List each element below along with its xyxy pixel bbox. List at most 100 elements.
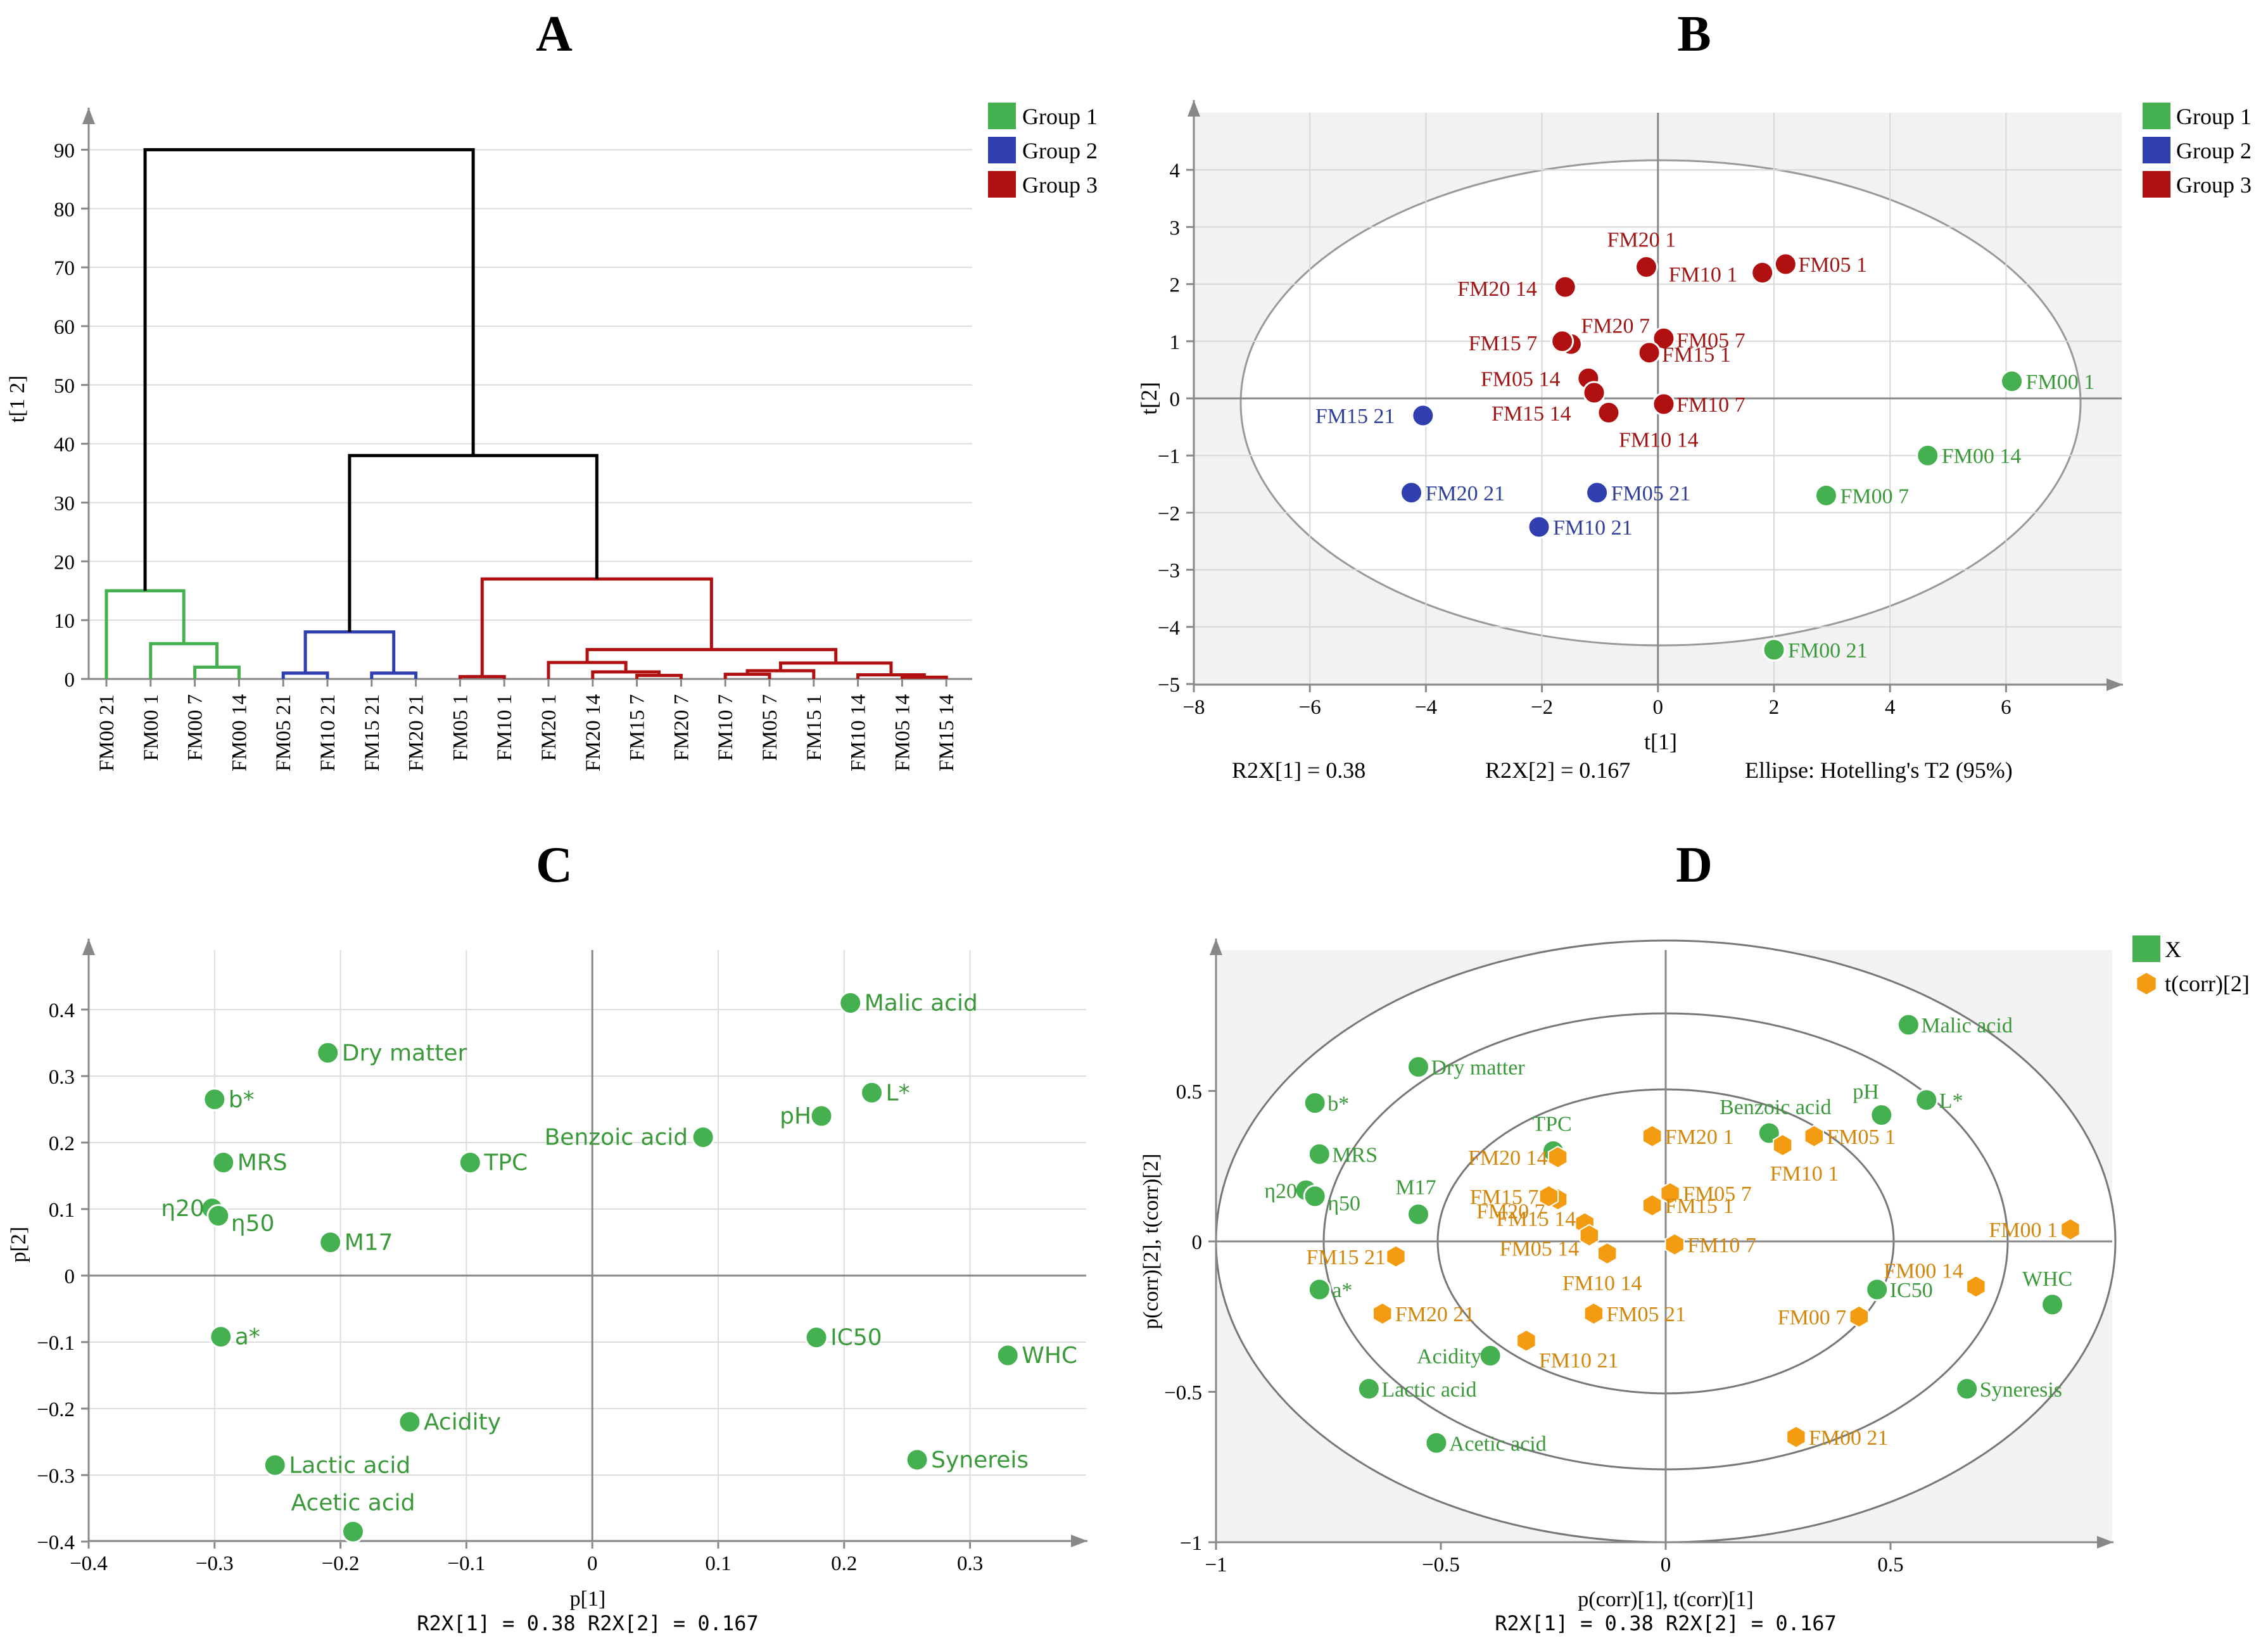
loading-point <box>691 1125 715 1150</box>
variable-label: M17 <box>1395 1176 1436 1199</box>
variable-point <box>1407 1055 1430 1079</box>
footer-r2x: R2X[1] = 0.38 R2X[2] = 0.167 <box>1495 1611 1836 1635</box>
score-hexagon <box>1772 1133 1793 1157</box>
loading-point <box>316 1041 340 1065</box>
point-label: Synereis <box>931 1447 1029 1473</box>
footer-r2x: R2X[1] = 0.38 R2X[2] = 0.167 <box>417 1611 758 1635</box>
variable-label: Lactic acid <box>1381 1378 1476 1402</box>
score-label: FM05 7 <box>1683 1182 1752 1206</box>
variable-label: IC50 <box>1890 1279 1933 1302</box>
score-point <box>1773 252 1797 276</box>
x-tick-label: −0.3 <box>196 1552 234 1575</box>
point-label: Benzoic acid <box>545 1125 688 1151</box>
y-tick-label: 0.3 <box>49 1066 75 1089</box>
score-hexagon <box>1547 1145 1568 1169</box>
loading-point <box>905 1448 929 1472</box>
loading-point <box>212 1151 236 1174</box>
dendrogram-panel-a: 0 10 20 30 40 50 60 70 80 90 t[1 2] FM00 21 FM00 1 FM… <box>6 103 1098 771</box>
score-label: FM05 1 <box>1827 1125 1896 1149</box>
score-label: FM20 7 <box>1476 1200 1545 1224</box>
x-tick-label: 6 <box>2001 696 2011 719</box>
point-label: FM20 14 <box>1457 277 1537 301</box>
leaf-label: FM15 14 <box>935 694 958 771</box>
point-label: MRS <box>238 1150 288 1176</box>
x-tick-label: 4 <box>1885 696 1896 719</box>
point-label: FM10 14 <box>1619 429 1699 452</box>
leaf-label: FM00 21 <box>96 694 118 771</box>
leaf-label: FM20 14 <box>582 694 605 771</box>
x-tick-label: 2 <box>1769 696 1780 719</box>
y-tick-label: −0.3 <box>37 1465 75 1488</box>
legend-label: Group 2 <box>2176 138 2252 163</box>
y-tick-label: −0.2 <box>37 1398 75 1421</box>
loading-point <box>206 1204 231 1227</box>
legend-swatch <box>2143 171 2170 198</box>
leaf-label: FM20 1 <box>538 694 561 761</box>
legend-swatch <box>2143 137 2170 163</box>
point-label: pH <box>780 1103 811 1129</box>
y-tick-label: 70 <box>54 257 75 280</box>
panel-d-title: D <box>1676 837 1713 893</box>
x-axis-head <box>2097 1536 2113 1549</box>
y-tick-label: −2 <box>1158 502 1180 525</box>
score-hexagon <box>1386 1245 1406 1268</box>
score-point <box>1652 326 1676 350</box>
legend-label: Group 3 <box>1022 172 1098 198</box>
loading-plot-panel-c: −0.4 −0.3 −0.2 −0.1 0 0.1 0.2 0.3 −0.4 −0.3 −0.2 −0… <box>7 939 1087 1635</box>
legend-label: Group 3 <box>2176 172 2252 198</box>
score-hexagon <box>1804 1124 1824 1148</box>
score-point <box>1550 329 1574 353</box>
x-tick-label: 0 <box>1653 696 1664 719</box>
point-label: FM00 1 <box>2026 371 2095 394</box>
variable-point <box>1478 1344 1502 1367</box>
point-label: L* <box>886 1080 910 1106</box>
variable-label: Malic acid <box>1921 1014 2012 1037</box>
score-label: FM00 14 <box>1884 1259 1963 1283</box>
variable-point <box>1407 1202 1430 1226</box>
score-label: FM15 21 <box>1306 1246 1386 1269</box>
x-tick-label: −6 <box>1299 696 1321 719</box>
variable-label: b* <box>1327 1093 1349 1116</box>
x-tick-label: −8 <box>1182 696 1205 719</box>
point-label: FM00 14 <box>1942 445 2022 468</box>
score-hexagon <box>1516 1329 1536 1352</box>
score-hexagon <box>1597 1241 1618 1265</box>
variable-point <box>1955 1377 1979 1401</box>
x-tick-label: 0.5 <box>1877 1554 1903 1576</box>
biplot-panel-d: −1 −0.5 0 0.5 −1 −0.5 0 0.5 p(corr)[1], t(corr)[… <box>1139 935 2250 1635</box>
plot-area <box>89 950 1086 1541</box>
score-hexagon <box>1642 1124 1663 1148</box>
point-label: FM10 21 <box>1553 516 1633 540</box>
dendrogram-link <box>900 675 948 679</box>
score-label: FM05 14 <box>1500 1238 1580 1261</box>
point-label: FM15 7 <box>1469 332 1538 355</box>
score-point <box>1553 275 1577 299</box>
point-label: FM00 21 <box>1788 639 1868 662</box>
variable-point <box>1307 1142 1331 1166</box>
y-tick-label: −0.1 <box>37 1332 75 1355</box>
x-tick-label: −0.2 <box>322 1552 360 1575</box>
y-tick-label: 0 <box>65 1265 75 1288</box>
panel-c-title: C <box>536 837 573 893</box>
leaf-label: FM15 1 <box>803 694 826 761</box>
point-label: η50 <box>231 1211 275 1237</box>
y-axis-head <box>82 108 95 124</box>
point-label: FM00 7 <box>1840 485 1909 508</box>
variable-label: WHC <box>2022 1267 2072 1291</box>
point-label: FM05 7 <box>1676 329 1745 352</box>
variable-point <box>1357 1377 1381 1401</box>
loading-point <box>860 1081 884 1105</box>
x-axis-head <box>1071 1535 1087 1547</box>
point-label: Acetic acid <box>291 1490 415 1516</box>
variable-point <box>2041 1293 2065 1317</box>
variable-point <box>1303 1184 1327 1208</box>
score-point <box>1814 483 1838 507</box>
score-label: FM10 1 <box>1770 1162 1839 1186</box>
score-point <box>1400 481 1423 505</box>
point-label: a* <box>235 1324 260 1350</box>
loading-point <box>263 1453 287 1477</box>
point-label: Dry matter <box>342 1040 467 1066</box>
dendrogram-link <box>458 675 506 679</box>
x-tick-label: −0.4 <box>70 1552 108 1575</box>
y-axis-head <box>82 939 95 955</box>
